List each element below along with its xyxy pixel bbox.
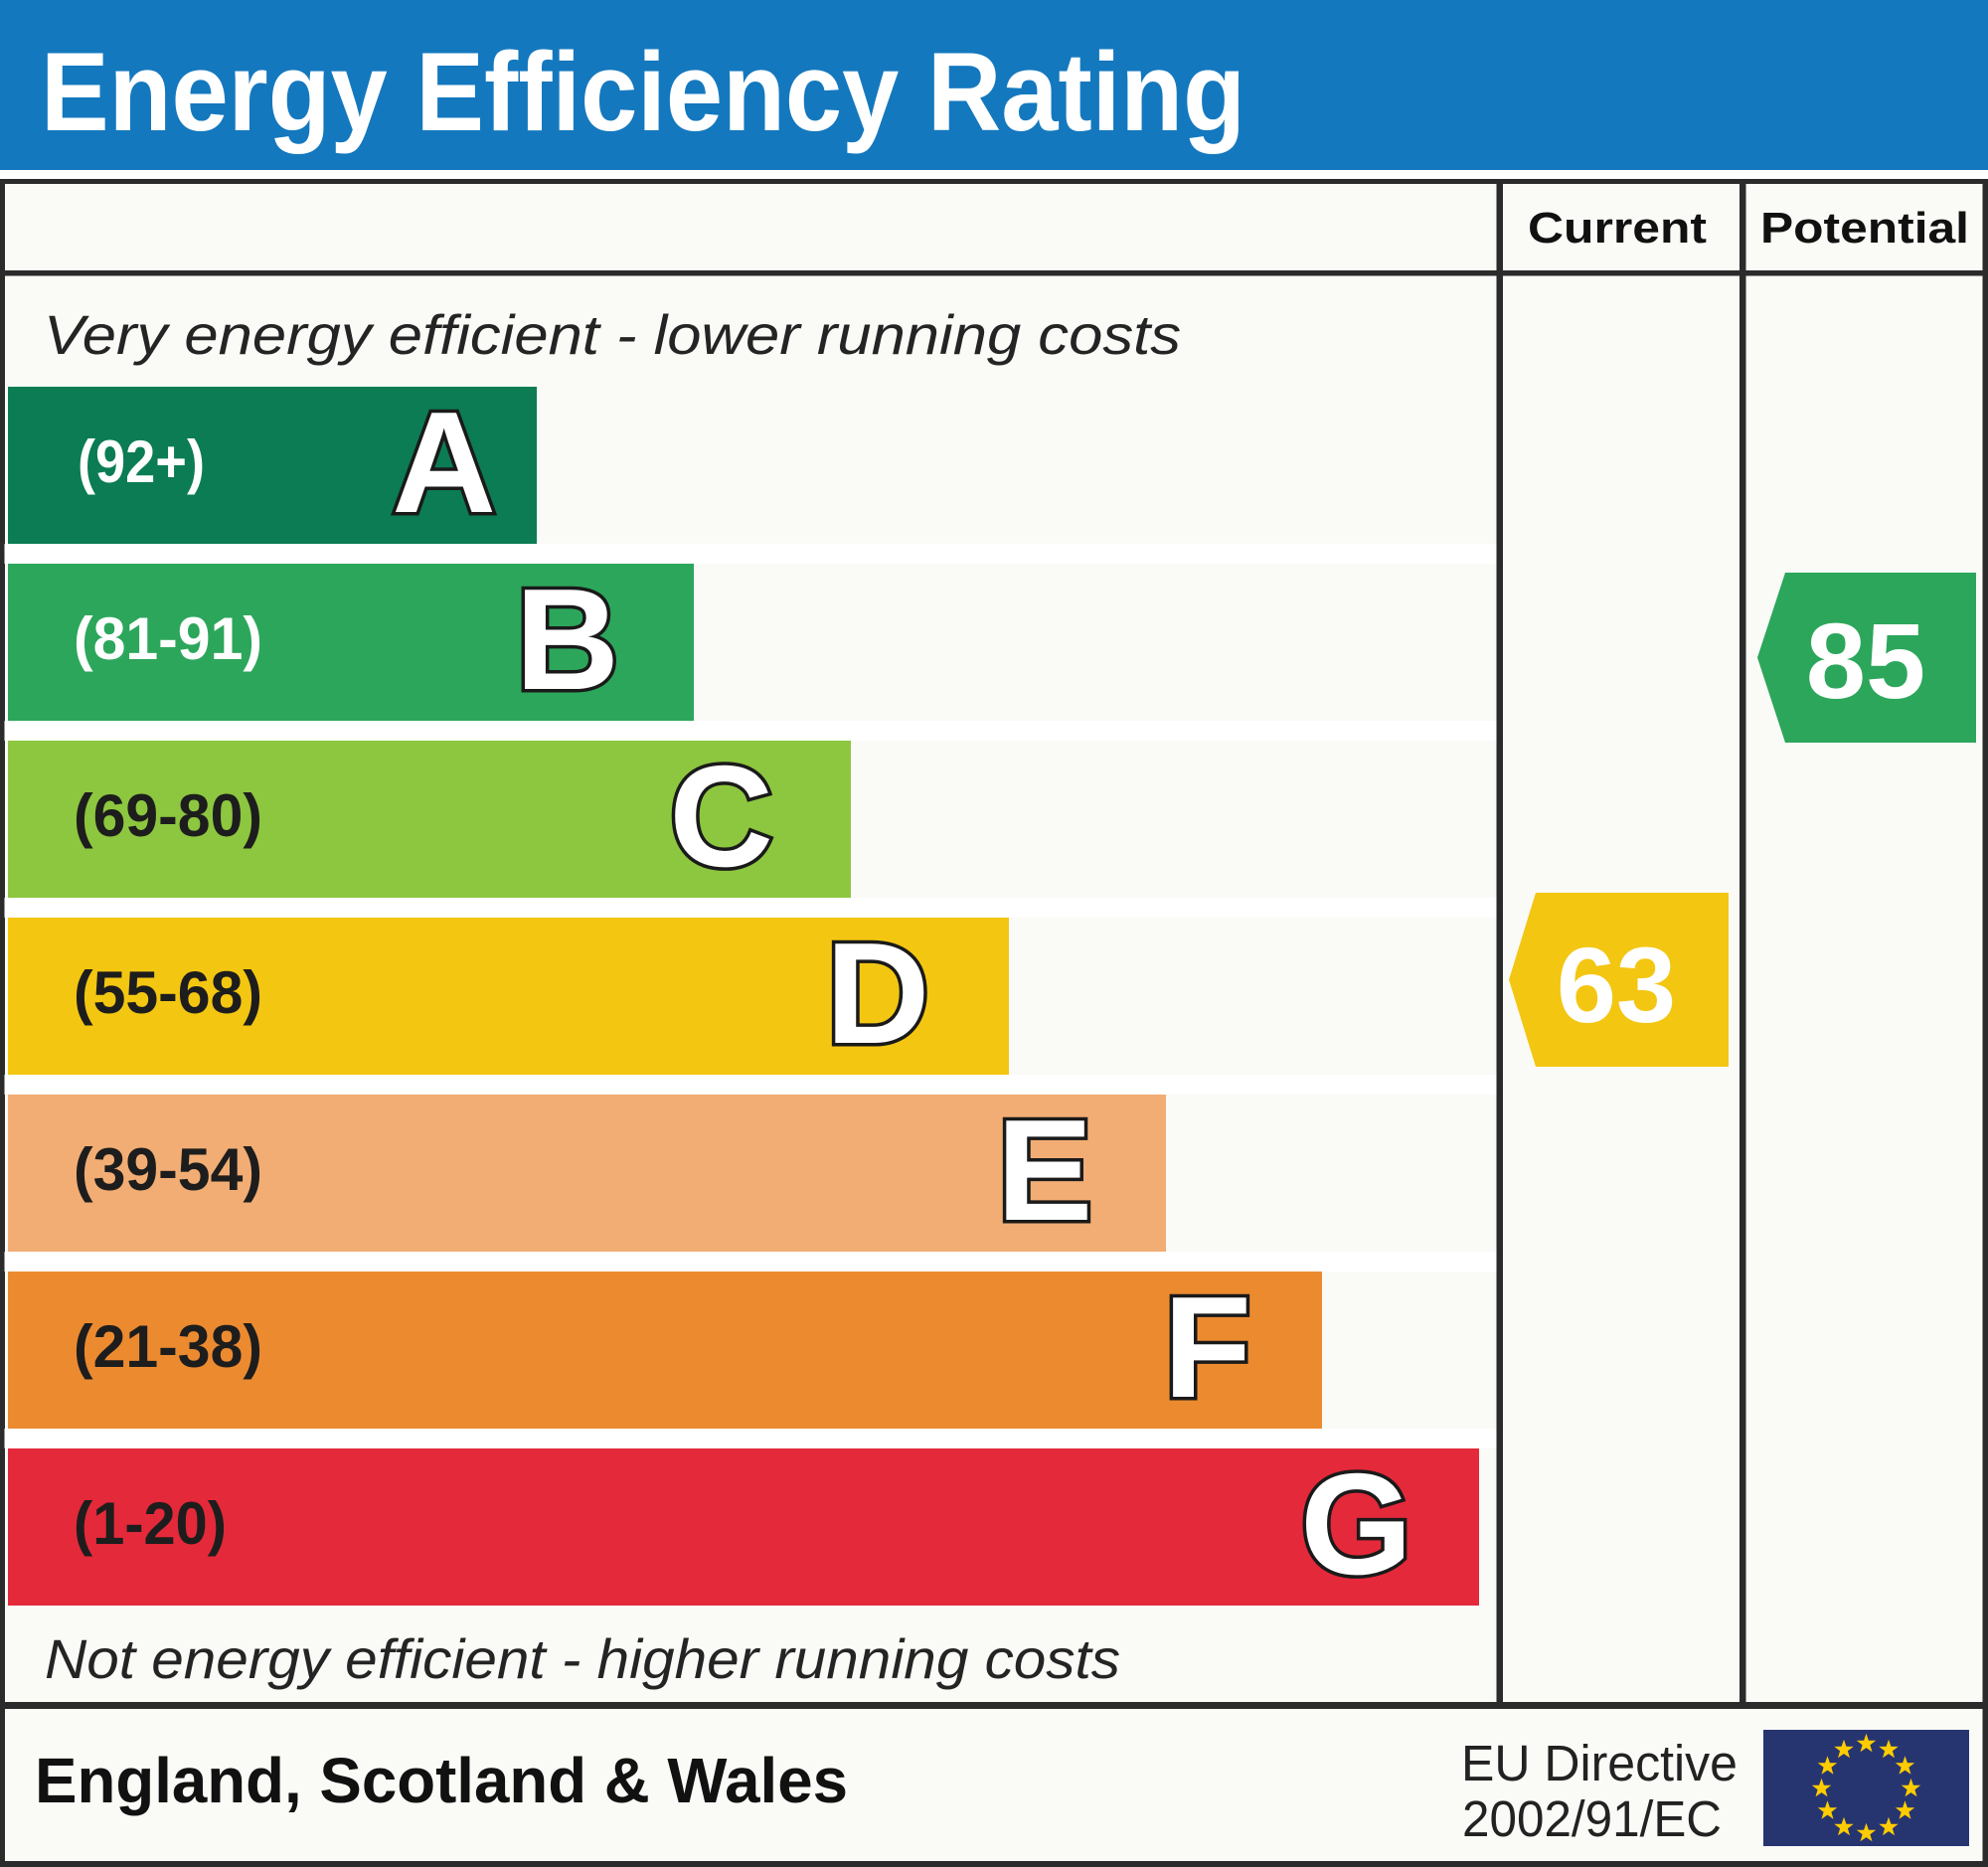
svg-text:F: F — [1163, 1267, 1251, 1428]
svg-text:(39-54): (39-54) — [74, 1136, 262, 1203]
svg-text:85: 85 — [1806, 600, 1925, 721]
svg-text:D: D — [826, 913, 930, 1074]
svg-text:(1-20): (1-20) — [74, 1490, 227, 1557]
svg-text:(21-38): (21-38) — [74, 1313, 262, 1380]
svg-text:E: E — [997, 1090, 1093, 1251]
svg-text:(81-91): (81-91) — [74, 605, 262, 672]
svg-text:Not energy efficient - higher: Not energy efficient - higher running co… — [45, 1627, 1120, 1690]
svg-text:Very energy efficient - lower: Very energy efficient - lower running co… — [44, 303, 1181, 366]
svg-text:B: B — [515, 559, 619, 720]
svg-text:Current: Current — [1528, 204, 1707, 253]
svg-text:(92+): (92+) — [78, 428, 205, 495]
svg-text:2002/91/EC: 2002/91/EC — [1462, 1790, 1722, 1847]
svg-text:A: A — [392, 382, 496, 543]
svg-text:(69-80): (69-80) — [74, 782, 262, 849]
svg-text:England, Scotland & Wales: England, Scotland & Wales — [35, 1745, 848, 1816]
svg-text:63: 63 — [1557, 925, 1676, 1045]
svg-text:(55-68): (55-68) — [74, 959, 262, 1026]
svg-text:G: G — [1300, 1443, 1412, 1605]
svg-text:Potential: Potential — [1760, 204, 1969, 253]
svg-text:C: C — [669, 736, 773, 897]
svg-text:EU Directive: EU Directive — [1461, 1735, 1738, 1791]
svg-text:Energy Efficiency Rating: Energy Efficiency Rating — [41, 30, 1245, 154]
